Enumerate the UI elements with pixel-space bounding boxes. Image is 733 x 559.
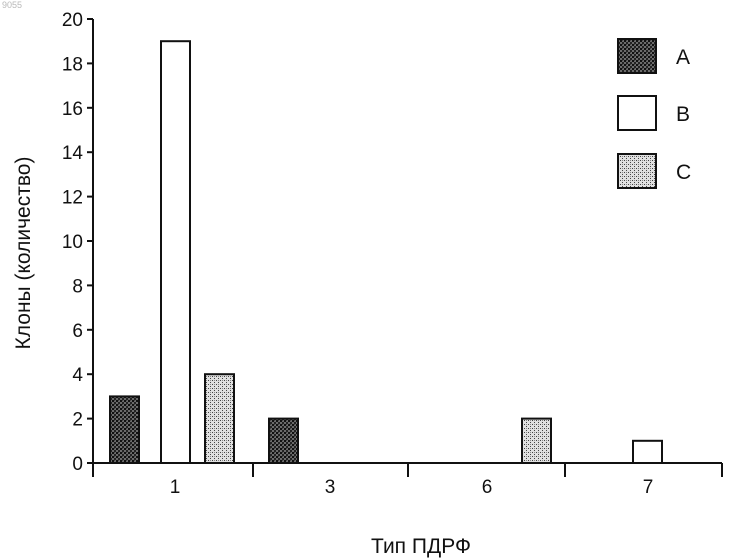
x-axis-ticks: 1 3 6 7 (93, 463, 722, 498)
x-tick-label: 1 (170, 477, 181, 498)
y-tick-label: 18 (62, 54, 83, 75)
y-tick-label: 0 (72, 454, 83, 475)
y-axis-ticks: 0 2 4 6 8 10 12 14 16 18 20 (62, 10, 93, 475)
legend-label-c: C (676, 161, 691, 184)
y-tick-label: 10 (62, 232, 83, 253)
legend: A B C (618, 39, 691, 188)
bar-a-3 (269, 419, 298, 463)
bar-c-6 (522, 419, 551, 463)
y-tick-label: 20 (62, 10, 83, 31)
bar-a-1 (110, 396, 139, 463)
y-tick-label: 4 (72, 365, 83, 386)
bar-c-1 (205, 374, 234, 463)
x-axis-label: Тип ПДРФ (371, 535, 471, 558)
legend-label-b: B (676, 103, 690, 126)
y-tick-label: 8 (72, 276, 83, 297)
x-tick-label: 3 (325, 477, 336, 498)
legend-label-a: A (676, 46, 690, 69)
bar-b-7 (633, 441, 662, 463)
y-axis-label: Клоны (количество) (12, 157, 35, 350)
x-tick-label: 7 (643, 477, 654, 498)
legend-swatch-a (618, 39, 656, 73)
y-tick-label: 6 (72, 321, 83, 342)
legend-swatch-b (618, 96, 656, 130)
y-tick-label: 2 (72, 410, 83, 431)
x-tick-label: 6 (482, 477, 493, 498)
y-tick-label: 12 (62, 188, 83, 209)
y-tick-label: 14 (62, 143, 84, 164)
legend-swatch-c (618, 154, 656, 188)
y-tick-label: 16 (62, 99, 83, 120)
bars (110, 41, 662, 463)
bar-b-1 (161, 41, 190, 463)
